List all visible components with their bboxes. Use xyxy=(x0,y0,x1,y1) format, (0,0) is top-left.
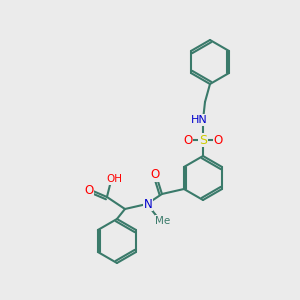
Text: Me: Me xyxy=(155,216,171,226)
Text: S: S xyxy=(199,134,207,146)
Text: N: N xyxy=(144,197,152,211)
Text: O: O xyxy=(183,134,193,146)
Text: HN: HN xyxy=(190,115,207,125)
Text: O: O xyxy=(84,184,94,196)
Text: OH: OH xyxy=(106,174,122,184)
Text: O: O xyxy=(213,134,223,146)
Text: O: O xyxy=(150,169,160,182)
